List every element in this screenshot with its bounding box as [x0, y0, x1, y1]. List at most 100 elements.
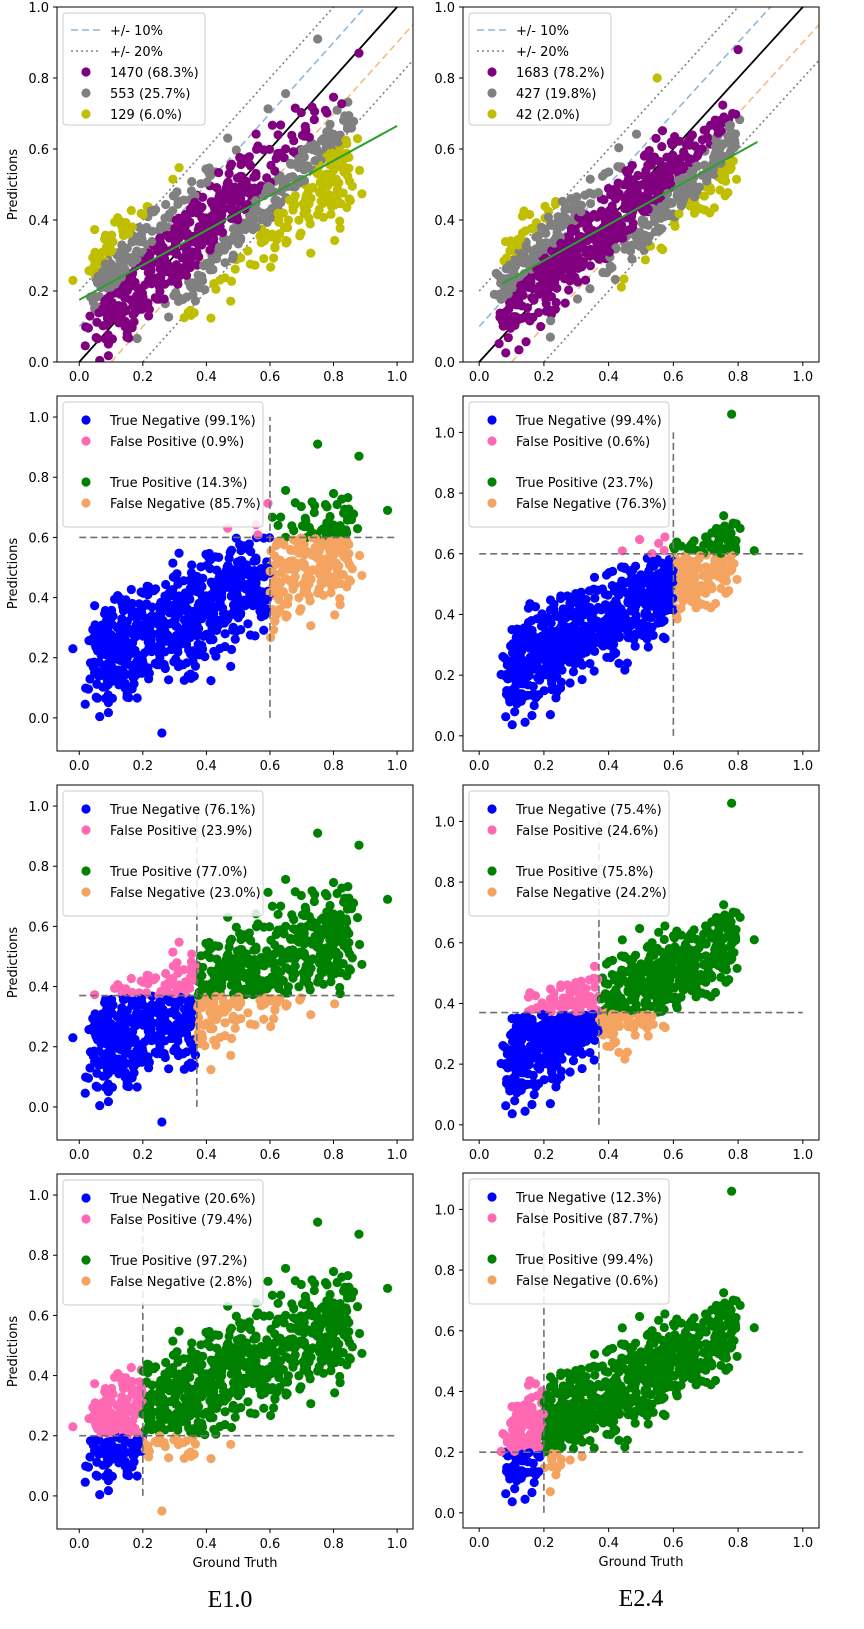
data-point [659, 934, 669, 945]
data-point [670, 131, 680, 142]
data-point [148, 1018, 158, 1028]
data-point [253, 919, 263, 929]
x-tick-label: 0.2 [534, 759, 555, 774]
data-point [334, 950, 344, 960]
data-point [528, 254, 539, 264]
data-point [147, 1000, 157, 1010]
data-point [132, 649, 142, 660]
legend-label: +/- 10% [516, 24, 569, 39]
y-tick-label: 0.4 [28, 592, 49, 607]
plot-area [479, 798, 803, 1125]
data-point [155, 286, 165, 296]
data-point [197, 240, 207, 250]
data-point [637, 194, 648, 204]
data-point [300, 121, 310, 131]
data-point [691, 589, 701, 599]
data-point [604, 568, 614, 578]
data-point [354, 48, 364, 58]
data-point [194, 252, 204, 262]
data-point [232, 586, 242, 596]
data-point [247, 983, 258, 994]
x-tick-label: 0.8 [323, 759, 344, 774]
data-point [90, 601, 100, 611]
data-point [261, 228, 271, 238]
data-point [551, 693, 561, 703]
data-point [489, 289, 499, 299]
data-point [576, 207, 586, 217]
data-point [220, 189, 230, 200]
data-point [143, 267, 153, 278]
data-point [647, 549, 657, 559]
data-point [700, 205, 710, 215]
data-point [270, 243, 280, 253]
data-point [167, 263, 177, 273]
data-point [326, 209, 336, 219]
data-point [101, 1071, 111, 1081]
data-point [212, 954, 222, 964]
data-point [132, 291, 142, 301]
data-point [170, 223, 180, 233]
data-point [116, 594, 126, 604]
data-point [630, 561, 641, 571]
data-point [226, 1033, 237, 1044]
data-point [730, 129, 741, 139]
x-tick-label: 1.0 [792, 370, 813, 385]
legend-label: False Negative (23.0%) [110, 886, 261, 901]
data-point [501, 712, 511, 722]
data-point [101, 320, 111, 330]
data-point [273, 909, 283, 920]
data-point [243, 246, 253, 256]
data-point [549, 274, 559, 284]
legend-box [468, 401, 670, 528]
data-point [296, 890, 306, 901]
data-point [501, 264, 511, 274]
legend-marker [81, 887, 91, 897]
data-point [119, 316, 129, 327]
data-point [507, 241, 517, 252]
data-point [288, 970, 298, 980]
data-point [333, 915, 343, 926]
data-point [637, 215, 647, 225]
data-point [656, 243, 666, 253]
data-point [252, 186, 262, 196]
data-point [198, 1020, 209, 1030]
data-point [187, 177, 197, 187]
x-tick-label: 0.6 [260, 759, 281, 774]
data-point [138, 588, 148, 598]
data-point [518, 290, 528, 300]
data-point [129, 1061, 139, 1071]
data-point [541, 306, 551, 316]
data-point [273, 587, 283, 597]
data-point [635, 534, 645, 545]
data-point [162, 995, 172, 1005]
data-point [124, 333, 134, 343]
data-point [299, 521, 309, 532]
data-point [626, 631, 637, 641]
data-point [235, 928, 245, 939]
data-point [347, 564, 357, 574]
plot-area [68, 417, 398, 738]
data-point [516, 248, 527, 259]
data-point [151, 642, 162, 652]
data-point [318, 979, 329, 989]
data-point [173, 1036, 183, 1046]
data-point [702, 571, 713, 581]
data-point [259, 254, 269, 264]
x-tick-label: 0.8 [728, 370, 749, 385]
data-point [119, 678, 129, 689]
data-point [341, 508, 351, 518]
data-point [677, 184, 687, 194]
data-point [684, 555, 694, 565]
data-point [547, 684, 557, 695]
data-point [344, 194, 354, 204]
data-point [322, 891, 332, 901]
data-point [556, 677, 566, 687]
data-point [157, 375, 166, 384]
data-point [118, 230, 129, 241]
data-point [503, 289, 513, 299]
data-point [670, 221, 680, 232]
data-point [187, 583, 197, 593]
data-point [585, 1047, 595, 1058]
data-point [193, 646, 203, 656]
y-axis-label: Predictions [6, 538, 21, 610]
